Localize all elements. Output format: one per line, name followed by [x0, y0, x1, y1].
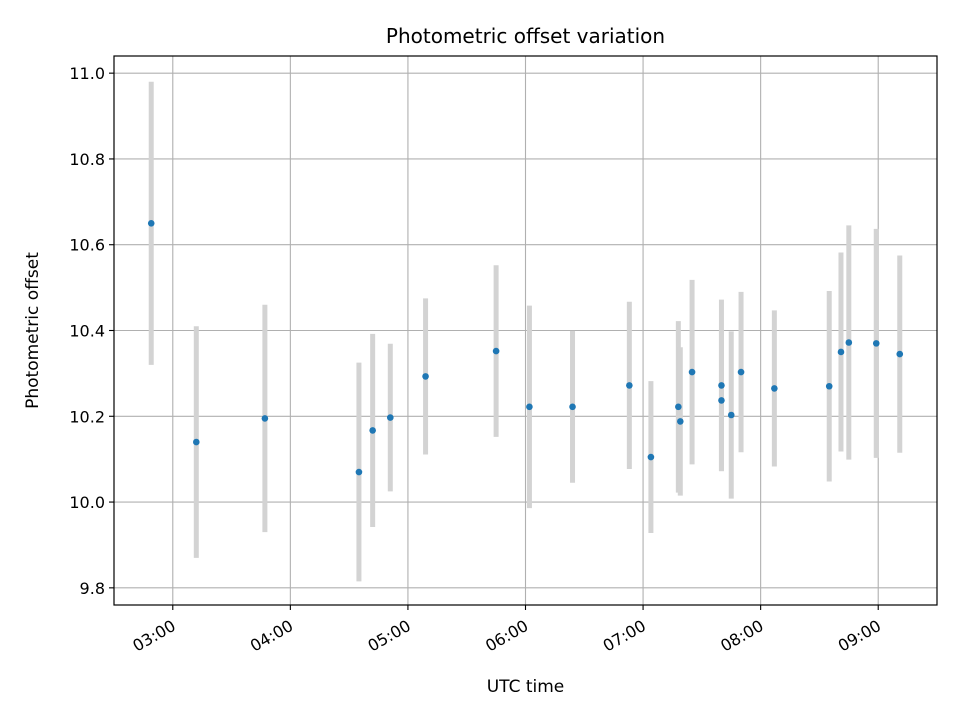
data-point: [872, 340, 880, 347]
y-tick-label: 10.6: [69, 236, 105, 255]
data-point: [677, 418, 684, 425]
data-point: [675, 403, 682, 411]
data-point: [737, 368, 745, 376]
data-point: [626, 382, 633, 389]
y-tick-label: 10.2: [69, 407, 105, 426]
data-point: [261, 415, 269, 422]
chart-title: Photometric offset variation: [386, 24, 665, 48]
data-point: [771, 385, 778, 392]
data-point: [647, 453, 655, 461]
data-point: [147, 219, 155, 227]
data-point: [688, 368, 696, 376]
y-tick-label: 10.0: [69, 493, 105, 512]
data-point: [837, 348, 845, 356]
y-tick-label: 10.8: [69, 150, 105, 169]
y-axis-title: Photometric offset: [23, 252, 43, 409]
data-point: [355, 468, 363, 476]
data-point: [718, 382, 725, 389]
data-point: [492, 347, 500, 355]
data-point: [896, 350, 904, 358]
x-axis-title: UTC time: [487, 677, 565, 697]
data-point: [386, 414, 394, 421]
data-point: [369, 427, 376, 434]
y-tick-label: 11.0: [69, 64, 105, 83]
data-point: [825, 382, 833, 390]
data-point: [193, 438, 200, 446]
y-axis-ticks: 9.8 10.0 10.2 10.4 10.6 10.8 11.0: [69, 64, 114, 598]
data-point: [526, 403, 533, 411]
data-point: [422, 373, 429, 380]
data-point: [569, 403, 576, 411]
data-point: [718, 397, 725, 404]
y-tick-label: 9.8: [80, 579, 105, 598]
grid: [114, 56, 937, 605]
data-points: [147, 219, 904, 476]
data-point: [845, 339, 853, 346]
data-point: [727, 411, 735, 419]
y-tick-label: 10.4: [69, 322, 105, 341]
